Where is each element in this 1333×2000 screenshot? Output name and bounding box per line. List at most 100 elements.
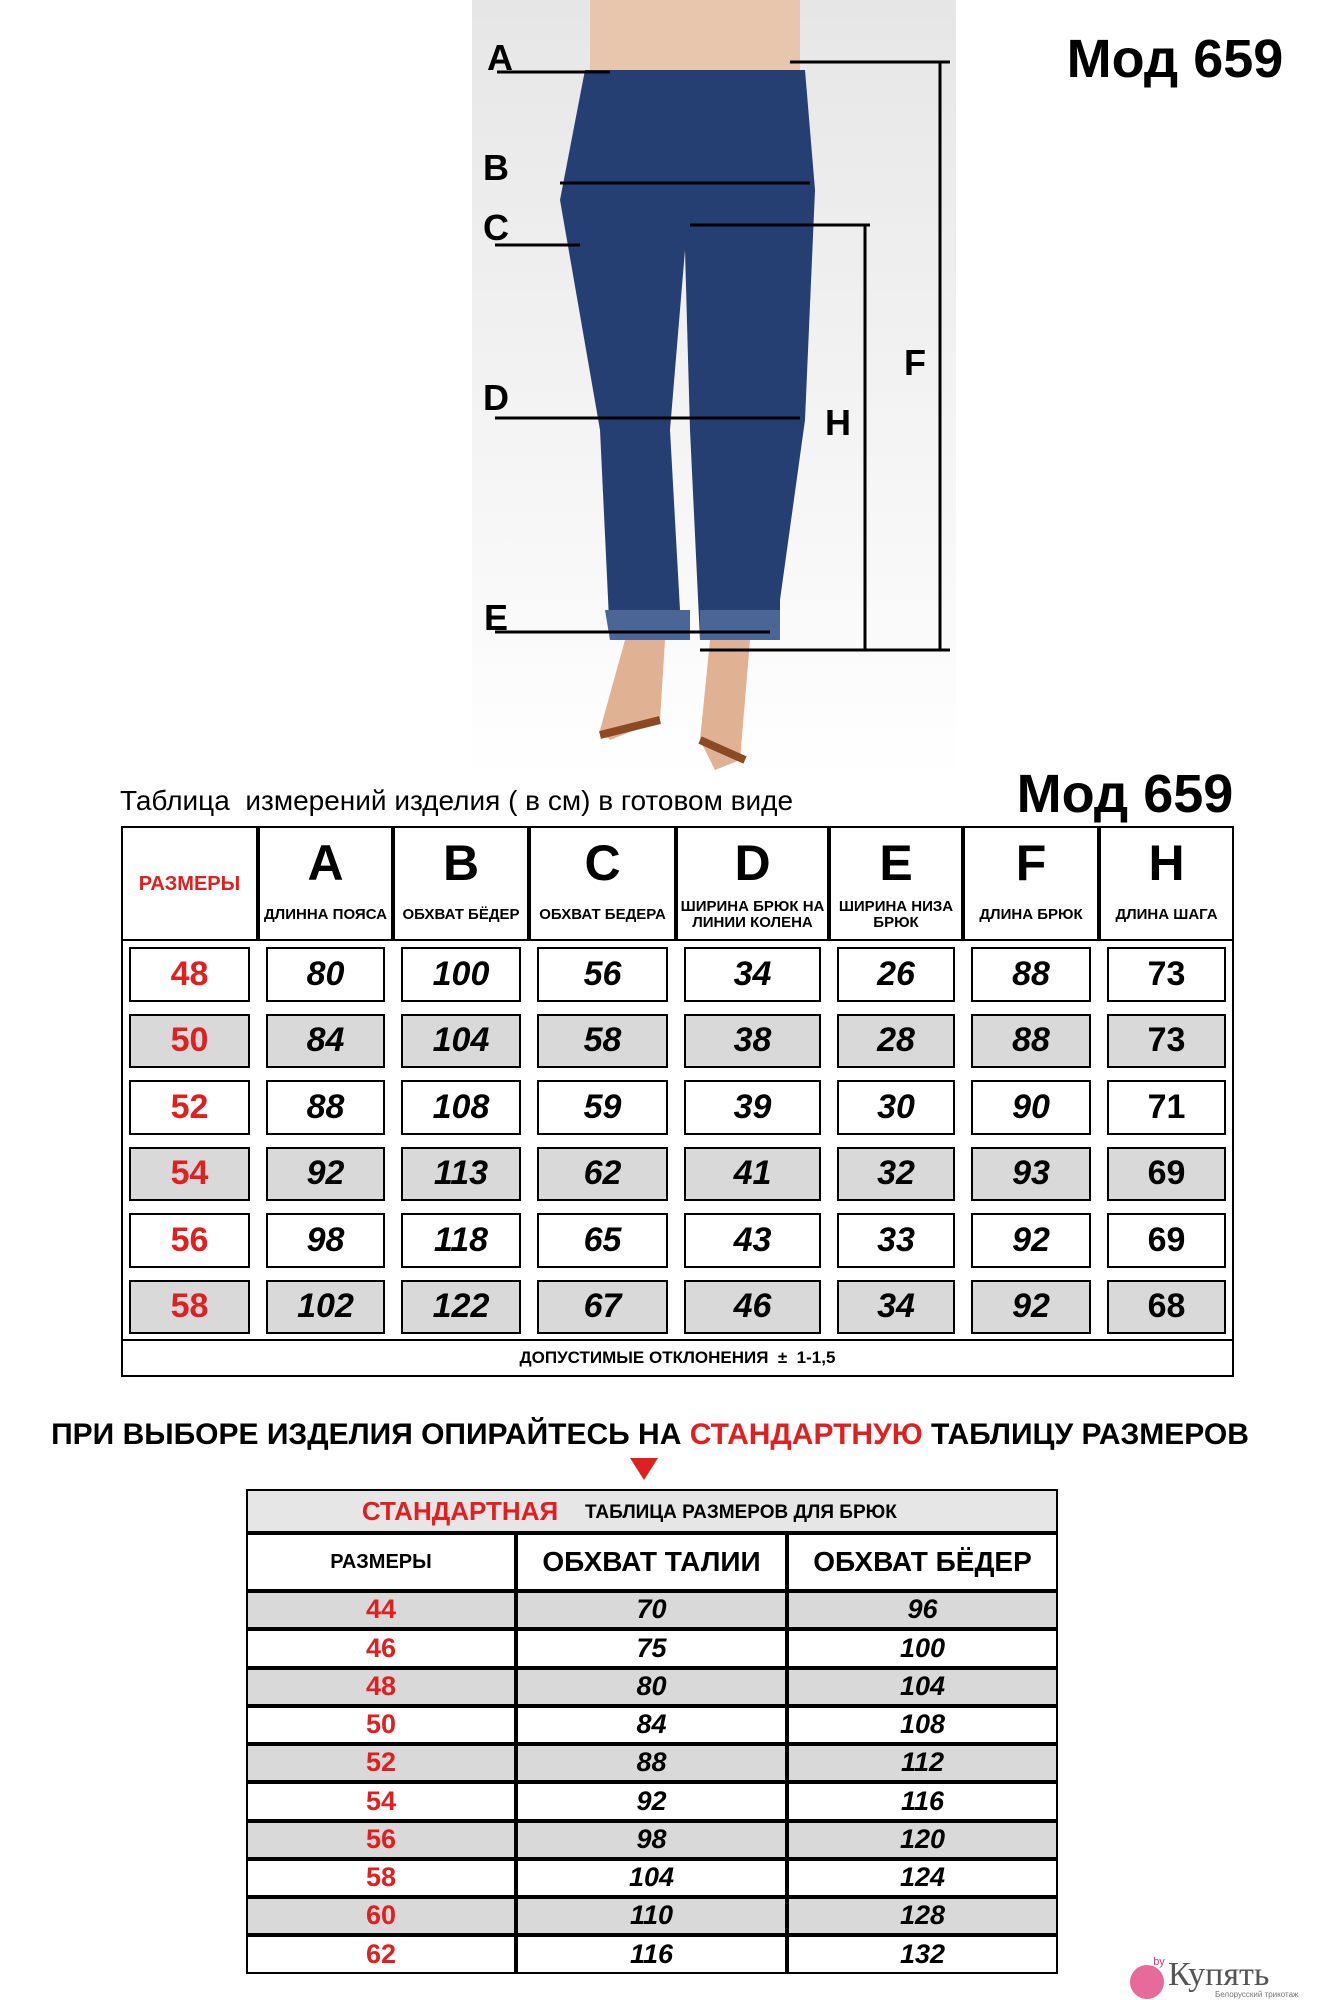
std-value: 104 [787, 1667, 1058, 1706]
std-header: РАЗМЕРЫ [246, 1533, 516, 1591]
std-value: 128 [787, 1897, 1058, 1936]
std-title-highlight: СТАНДАРТНАЯ [361, 1495, 559, 1526]
measure-label: C [483, 206, 509, 248]
value-cell: 33 [837, 1213, 955, 1268]
measure-label: E [483, 596, 508, 638]
std-size: 50 [246, 1705, 516, 1744]
size-cell: 56 [129, 1213, 250, 1268]
value-cell: 62 [537, 1146, 668, 1201]
torso [590, 0, 800, 70]
column-letter: E [879, 834, 913, 891]
notice-highlight: СТАНДАРТНУЮ [689, 1418, 923, 1451]
value-cell: 71 [1107, 1080, 1226, 1135]
logo-mark [1130, 1965, 1164, 1999]
std-size: 46 [246, 1629, 516, 1668]
std-value: 92 [516, 1782, 787, 1821]
std-value: 75 [516, 1629, 787, 1668]
std-title-row [246, 1489, 1058, 1533]
std-value: 98 [516, 1820, 787, 1859]
column-name: ОБХВАТ БЕДЕРА [539, 905, 666, 923]
value-cell: 32 [837, 1146, 955, 1201]
value-cell: 41 [684, 1146, 821, 1201]
value-cell: 69 [1107, 1213, 1226, 1268]
value-cell: 100 [401, 947, 521, 1002]
value-cell: 88 [266, 1080, 385, 1135]
column-letter: F [1015, 834, 1047, 891]
value-cell: 93 [971, 1146, 1091, 1201]
tolerance: ДОПУСТИМЫЕ ОТКЛОНЕНИЯ ± 1-1,5 [121, 1339, 1234, 1377]
value-cell: 113 [401, 1146, 521, 1201]
column-letter: A [307, 834, 344, 891]
value-cell: 56 [537, 947, 668, 1002]
value-cell: 88 [971, 1013, 1091, 1068]
std-value: 108 [787, 1705, 1058, 1744]
notice-before: ПРИ ВЫБОРЕ ИЗДЕЛИЯ ОПИРАЙТЕСЬ НА [51, 1418, 682, 1451]
value-cell: 34 [837, 1279, 955, 1334]
std-size: 56 [246, 1820, 516, 1859]
logo-tagline: Белорусский трикотаж [1215, 1989, 1299, 1999]
value-cell: 92 [971, 1213, 1091, 1268]
value-cell: 108 [401, 1080, 521, 1135]
notice-after: ТАБЛИЦУ РАЗМЕРОВ [931, 1418, 1249, 1451]
std-size: 58 [246, 1858, 516, 1897]
std-size: 48 [246, 1667, 516, 1706]
measure-lines [495, 60, 950, 652]
model-title: Мод 659 [1066, 29, 1284, 90]
measure-label: A [487, 36, 513, 78]
std-value: 100 [787, 1629, 1058, 1668]
column-letter: B [442, 834, 480, 891]
value-cell: 104 [401, 1013, 521, 1068]
column-name: ШИРИНА НИЗА БРЮК [838, 897, 954, 931]
value-cell: 88 [971, 947, 1091, 1002]
std-value: 124 [787, 1858, 1058, 1897]
value-cell: 68 [1107, 1279, 1226, 1334]
column-letter: C [584, 834, 621, 891]
std-value: 112 [787, 1744, 1058, 1783]
std-title: ТАБЛИЦА РАЗМЕРОВ ДЛЯ БРЮК [585, 1501, 897, 1523]
column-name: ДЛИНА БРЮК [979, 905, 1083, 923]
header-cell [1099, 826, 1234, 941]
value-cell: 80 [266, 947, 385, 1002]
header-cell [829, 826, 963, 941]
value-cell: 58 [537, 1013, 668, 1068]
feet [600, 640, 750, 770]
measure-label: H [825, 401, 851, 443]
std-value: 70 [516, 1591, 787, 1630]
value-cell: 38 [684, 1013, 821, 1068]
logo-name: Купять [1168, 1956, 1270, 1994]
jeans [560, 70, 815, 640]
value-cell: 73 [1107, 947, 1226, 1002]
value-cell: 73 [1107, 1013, 1226, 1068]
std-value: 132 [787, 1935, 1058, 1974]
value-cell: 122 [401, 1279, 521, 1334]
value-cell: 34 [684, 947, 821, 1002]
std-value: 110 [516, 1897, 787, 1936]
value-cell: 90 [971, 1080, 1091, 1135]
measure-label: B [483, 146, 509, 188]
std-header: ОБХВАТ ТАЛИИ [516, 1533, 787, 1591]
value-cell: 92 [971, 1279, 1091, 1334]
table-model: Мод 659 [1016, 764, 1234, 825]
logo-badge: by [1153, 1955, 1165, 1968]
value-cell: 30 [837, 1080, 955, 1135]
value-cell: 102 [266, 1279, 385, 1334]
header-cell [676, 826, 829, 941]
std-size: 62 [246, 1935, 516, 1974]
photo [472, 0, 956, 780]
measure-label: F [904, 341, 926, 383]
value-cell: 67 [537, 1279, 668, 1334]
value-cell: 69 [1107, 1146, 1226, 1201]
value-cell: 26 [837, 947, 955, 1002]
header-cell [393, 826, 529, 941]
size-cell: 50 [129, 1013, 250, 1068]
column-name: ДЛИННА ПОЯСА [264, 905, 387, 923]
value-cell: 98 [266, 1213, 385, 1268]
header-cell [963, 826, 1099, 941]
value-cell: 59 [537, 1080, 668, 1135]
header-cell [258, 826, 393, 941]
column-name: ШИРИНА БРЮК НА ЛИНИИ КОЛЕНА [680, 897, 825, 931]
measure-label: D [483, 376, 509, 418]
header-size: РАЗМЕРЫ [121, 826, 258, 941]
value-cell: 92 [266, 1146, 385, 1201]
